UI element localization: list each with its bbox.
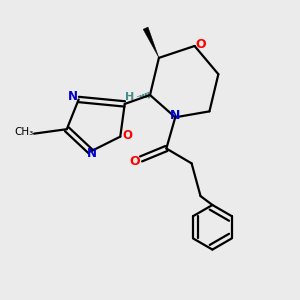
Text: O: O [129,155,140,168]
Text: N: N [87,147,97,161]
Polygon shape [143,27,159,58]
Text: N: N [169,109,180,122]
Text: H: H [125,92,135,101]
Text: O: O [195,38,206,51]
Text: CH₃: CH₃ [14,127,33,137]
Text: N: N [68,90,78,103]
Text: O: O [123,129,133,142]
